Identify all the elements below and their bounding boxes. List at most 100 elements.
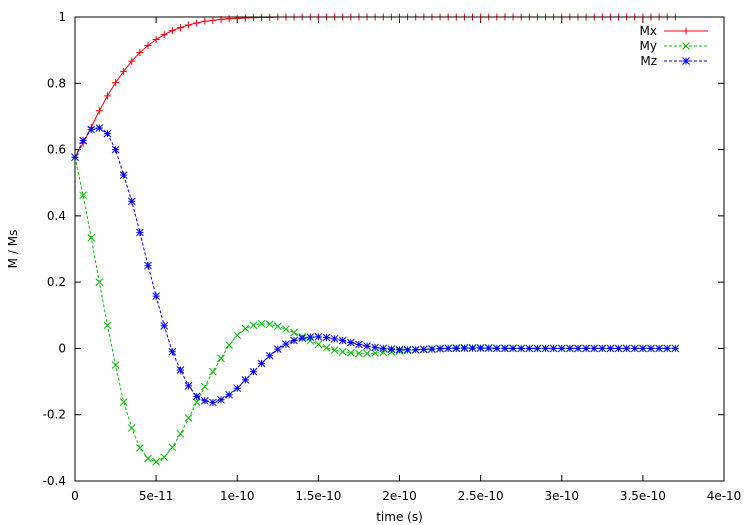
series-mz-point (436, 344, 444, 353)
series-mz-point (136, 228, 144, 237)
series-mz-point (598, 344, 607, 353)
legend-label-my: My (640, 39, 657, 53)
series-mz-point (468, 344, 477, 352)
series-mx (71, 13, 679, 161)
series-mz-point (87, 125, 96, 134)
series-mz-point (606, 344, 615, 353)
y-tick-label: 0.6 (47, 143, 66, 157)
y-tick-label: -0.4 (43, 474, 66, 488)
series-mz-point (282, 340, 290, 348)
series-mz-point (127, 197, 136, 206)
series-mx-point (144, 42, 152, 50)
x-tick-label: 0 (71, 489, 79, 503)
series-mz-point (582, 344, 590, 353)
series-mx-point (193, 19, 201, 27)
y-axis-label: M / Ms (6, 230, 20, 269)
series-my-point (127, 424, 136, 432)
legend-label-mz: Mz (640, 54, 657, 68)
series-mz-point (444, 344, 453, 353)
series-my-point (225, 341, 233, 349)
series-my-point (306, 336, 315, 345)
series-mx-point (160, 31, 168, 39)
series-mx-point (185, 21, 193, 29)
series-my-point (322, 343, 331, 352)
series-mx-point (95, 107, 103, 115)
series-mz-point (379, 344, 388, 353)
series-mz-point (549, 344, 558, 353)
series-mz-point (95, 124, 104, 132)
series-my-point (371, 349, 380, 357)
series-my-point (160, 453, 169, 461)
series-mz-line (74, 127, 676, 403)
series-mz-point (111, 145, 120, 154)
series-my-point (95, 278, 104, 286)
series-mz-point (533, 344, 542, 353)
series-mz-point (233, 384, 242, 393)
series-my-point (144, 454, 152, 463)
series-mz-point (476, 344, 485, 352)
series-my-point (152, 457, 160, 466)
series-mz-point (103, 129, 112, 138)
x-tick-label: 2.5e-10 (458, 489, 504, 503)
series-my-point (273, 322, 282, 331)
series-mz-point (160, 322, 169, 330)
x-tick-label: 3.5e-10 (620, 489, 666, 503)
series-mz-point (265, 351, 274, 360)
series-mz-point (557, 344, 566, 353)
series-mz-point (79, 136, 87, 145)
series-mz-point (639, 344, 647, 353)
y-tick-label: 0.8 (47, 76, 66, 90)
y-axis-ticks: -0.4 -0.2 0 0.2 0.4 0.6 0.8 1 (43, 10, 724, 488)
series-mz-point (290, 336, 298, 345)
series-mz-point (168, 347, 177, 356)
series-mz-point (249, 367, 258, 376)
plot-frame (74, 16, 725, 482)
series-layer (71, 13, 680, 466)
series-mz (71, 124, 680, 407)
series-my-point (346, 348, 355, 357)
y-tick-label: -0.2 (43, 408, 66, 422)
series-mx-point (233, 14, 241, 22)
legend-marker-my (682, 42, 690, 50)
series-mz-point (200, 396, 209, 405)
series-my (71, 153, 680, 466)
series-mx-point (128, 57, 136, 65)
series-mz-point (176, 366, 185, 374)
series-mz-point (663, 344, 672, 353)
series-mz-point (184, 382, 193, 390)
y-tick-label: 0.2 (47, 275, 66, 289)
series-mz-point (119, 171, 128, 179)
series-mx-point (176, 24, 184, 32)
y-tick-label: 1 (58, 10, 66, 24)
series-my-point (363, 349, 371, 358)
series-mz-point (590, 344, 599, 353)
series-my-point (241, 324, 250, 333)
series-my-point (184, 414, 193, 422)
series-mx-point (249, 14, 257, 22)
series-my-line (74, 157, 676, 463)
series-mx-point (152, 36, 160, 44)
series-my-point (265, 320, 274, 329)
series-mz-point (647, 344, 655, 353)
y-tick-label: 0.4 (47, 209, 66, 223)
series-my-point (103, 321, 112, 330)
series-mz-point (492, 344, 501, 353)
series-my-point (314, 340, 323, 349)
series-mz-point (338, 336, 347, 345)
series-mz-point (387, 345, 396, 353)
x-tick-label: 2e-10 (382, 489, 417, 503)
series-mz-point (355, 340, 363, 349)
x-axis-ticks: 0 5e-11 1e-10 1.5e-10 2e-10 2.5e-10 3e-10 3.5e-… (71, 17, 741, 503)
series-mz-point (525, 344, 534, 353)
series-mz-point (306, 333, 315, 342)
series-mz-point (452, 344, 461, 353)
series-mx-point (209, 16, 217, 24)
series-mx-point (120, 67, 128, 75)
series-mz-point (152, 292, 160, 300)
series-mz-point (630, 344, 639, 353)
series-mx-point (103, 92, 111, 100)
series-mx-point (201, 17, 209, 25)
series-my-point (330, 346, 339, 354)
